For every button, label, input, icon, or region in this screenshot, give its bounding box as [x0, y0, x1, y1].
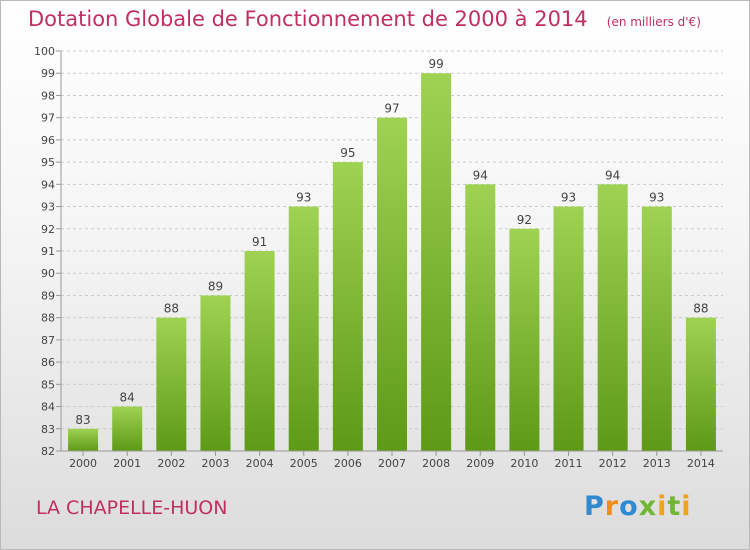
data-label: 83 — [75, 413, 90, 427]
data-label: 92 — [517, 213, 532, 227]
axis-layer: 82 83 84 85 86 87 88 89 90 91 92 93 94 95 96 97 98 99 100 2… — [34, 45, 723, 470]
y-tick-label: 85 — [41, 378, 55, 391]
y-tick-label: 88 — [41, 312, 55, 325]
bar — [509, 228, 540, 451]
x-tick-label: 2006 — [334, 457, 362, 470]
x-tick-label: 2000 — [69, 457, 97, 470]
proxiti-logo: Proxiti — [584, 491, 692, 522]
bar — [421, 73, 452, 451]
bar — [685, 317, 716, 451]
x-tick-label: 2004 — [246, 457, 274, 470]
y-tick-label: 84 — [41, 401, 55, 414]
y-tick-label: 83 — [41, 423, 55, 436]
x-tick-label: 2014 — [687, 457, 715, 470]
y-tick-label: 91 — [41, 245, 55, 258]
bar — [332, 162, 363, 451]
x-tick-label: 2003 — [201, 457, 229, 470]
y-tick-label: 95 — [41, 156, 55, 169]
data-label: 88 — [164, 302, 179, 316]
x-tick-label: 2011 — [555, 457, 583, 470]
y-tick-label: 90 — [41, 267, 55, 280]
y-tick-label: 87 — [41, 334, 55, 347]
bar — [112, 406, 143, 451]
bar — [200, 295, 231, 451]
y-tick-label: 93 — [41, 201, 55, 214]
bar — [641, 206, 672, 451]
y-tick-label: 97 — [41, 112, 55, 125]
x-tick-label: 2008 — [422, 457, 450, 470]
bar — [597, 184, 628, 452]
bar — [244, 251, 275, 451]
bar — [288, 206, 319, 451]
data-label: 94 — [473, 168, 488, 182]
x-tick-label: 2002 — [157, 457, 185, 470]
bar-layer: 83 84 88 89 91 93 95 97 99 94 92 93 94 93 88 — [68, 57, 716, 452]
y-tick-label: 96 — [41, 134, 55, 147]
x-tick-label: 2001 — [113, 457, 141, 470]
y-tick-label: 89 — [41, 289, 55, 302]
data-label: 88 — [693, 302, 708, 316]
data-label: 93 — [296, 191, 311, 205]
title-row: Dotation Globale de Fonctionnement de 20… — [28, 7, 701, 31]
bar — [156, 317, 187, 451]
bar — [376, 117, 408, 452]
data-label: 95 — [340, 146, 355, 160]
bar — [465, 184, 496, 452]
y-tick-label: 98 — [41, 89, 55, 102]
y-tick-label: 82 — [41, 445, 55, 458]
x-tick-label: 2010 — [510, 457, 538, 470]
data-label: 93 — [561, 191, 576, 205]
bar — [553, 206, 584, 451]
x-tick-label: 2005 — [290, 457, 318, 470]
x-tick-label: 2007 — [378, 457, 406, 470]
data-label: 84 — [120, 391, 135, 405]
x-tick-label: 2012 — [599, 457, 627, 470]
y-tick-label: 100 — [34, 45, 55, 58]
chart-title: Dotation Globale de Fonctionnement de 20… — [28, 7, 588, 31]
data-label: 97 — [384, 102, 399, 116]
commune-name: LA CHAPELLE-HUON — [36, 497, 228, 519]
x-tick-label: 2013 — [643, 457, 671, 470]
data-label: 94 — [605, 168, 620, 182]
y-tick-label: 99 — [41, 67, 55, 80]
data-label: 99 — [428, 57, 443, 71]
chart-subtitle: (en milliers d'€) — [606, 15, 701, 29]
data-label: 91 — [252, 235, 267, 249]
y-tick-label: 92 — [41, 223, 55, 236]
data-label: 93 — [649, 191, 664, 205]
data-label: 89 — [208, 279, 223, 293]
x-tick-label: 2009 — [466, 457, 494, 470]
bar — [68, 428, 99, 451]
y-tick-label: 86 — [41, 356, 55, 369]
y-tick-label: 94 — [41, 178, 55, 191]
